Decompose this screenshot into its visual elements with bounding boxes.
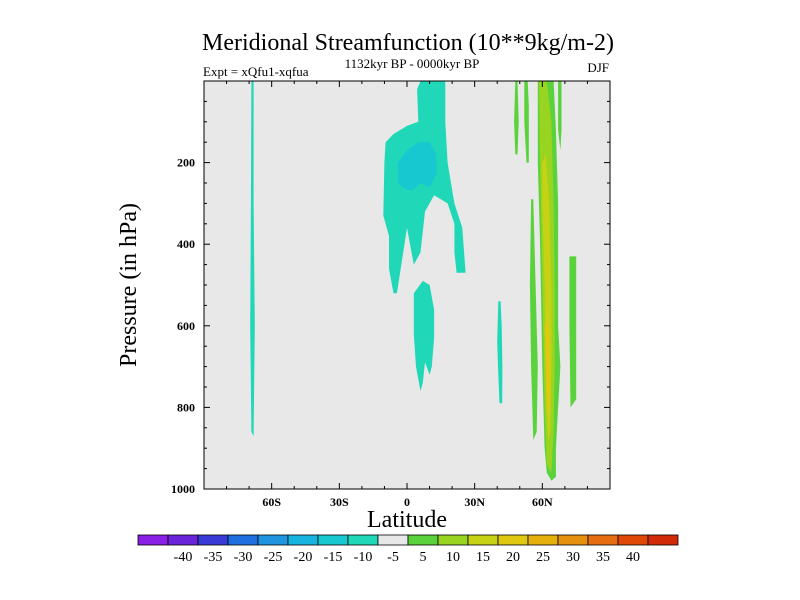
colorbar-label: 30	[566, 550, 580, 565]
colorbar-label: 35	[596, 550, 610, 565]
chart-subtitle-left: Expt = xQfu1-xqfua	[203, 64, 309, 79]
colorbar-swatch	[437, 534, 469, 546]
colorbar-label: -35	[204, 550, 223, 565]
colorbar-label: -15	[324, 550, 343, 565]
colorbar-swatch	[617, 534, 649, 546]
y-tick-label: 600	[177, 319, 195, 333]
colorbar-swatch	[377, 534, 409, 546]
colorbar-label: 15	[476, 550, 490, 565]
colorbar-swatch	[167, 534, 199, 546]
x-tick-label: 60N	[532, 495, 553, 509]
colorbar-swatch	[317, 534, 349, 546]
axis-ticks	[203, 80, 611, 490]
colorbar-swatch	[407, 534, 439, 546]
colorbar-swatch	[497, 534, 529, 546]
colorbar-label: 20	[506, 550, 520, 565]
colorbar-swatch	[197, 534, 229, 546]
colorbar-label: 10	[446, 550, 460, 565]
contour-cell-equator-upper-negative-5	[383, 81, 466, 294]
colorbar-label: -5	[387, 550, 399, 565]
colorbar-swatch	[227, 534, 259, 546]
contour-cell-40n-negative-5	[497, 301, 503, 404]
colorbar-labels: -40 -35 -30 -25 -20 -15 -10 -5 5 10 15 20 25 30 35 40	[174, 550, 640, 565]
x-tick-label: 30N	[464, 495, 485, 509]
colorbar-swatch	[587, 534, 619, 546]
colorbar-label: 5	[420, 550, 427, 565]
colorbar-swatch	[527, 534, 559, 546]
colorbar	[137, 534, 679, 546]
contour-cell-60n-positive-20	[544, 317, 551, 416]
colorbar-label: -20	[294, 550, 313, 565]
colorbar-swatch	[137, 534, 169, 546]
x-tick-label: 0	[404, 495, 410, 509]
colorbar-swatch	[647, 534, 679, 546]
y-tick-label: 800	[177, 400, 195, 414]
x-tick-label: 60S	[262, 495, 281, 509]
chart-title: Meridional Streamfunction (10**9kg/m-2)	[202, 30, 614, 56]
chart-subtitle-center: 1132kyr BP - 0000kyr BP	[345, 56, 480, 71]
x-tick-label: 30S	[330, 495, 349, 509]
colorbar-swatch	[287, 534, 319, 546]
contour-cell-equator-lower-negative-5	[413, 280, 435, 392]
chart-subtitle-right: DJF	[587, 60, 609, 75]
contour-cell-50n-positive-5-upper	[514, 81, 519, 155]
y-tick-label: 1000	[171, 482, 195, 496]
colorbar-label: -25	[264, 550, 283, 565]
contour-regions	[250, 81, 577, 481]
colorbar-label: -40	[174, 550, 193, 565]
contour-cell-60s-negative-5	[250, 81, 255, 436]
colorbar-swatch	[557, 534, 589, 546]
colorbar-label: 25	[536, 550, 550, 565]
contour-cell-55n-positive-5-upper	[524, 81, 529, 163]
y-axis-label: Pressure (in hPa)	[116, 203, 142, 367]
colorbar-swatch	[257, 534, 289, 546]
contour-cell-65n-positive-5-top	[558, 81, 562, 151]
x-axis-label: Latitude	[367, 507, 447, 533]
contour-cell-75n-positive-5	[569, 256, 577, 408]
colorbar-swatch	[347, 534, 379, 546]
axis-tick-labels: 60S 30S 0 30N 60N 200 400 600 800 1000	[171, 156, 553, 509]
colorbar-label: 40	[626, 550, 640, 565]
contour-cell-55n-positive-5-lower	[529, 199, 538, 440]
colorbar-swatch	[467, 534, 499, 546]
y-tick-label: 200	[177, 156, 195, 170]
colorbar-label: -30	[234, 550, 253, 565]
colorbar-label: -10	[354, 550, 373, 565]
y-tick-label: 400	[177, 237, 195, 251]
contour-cell-equator-upper-negative-10	[398, 142, 437, 192]
